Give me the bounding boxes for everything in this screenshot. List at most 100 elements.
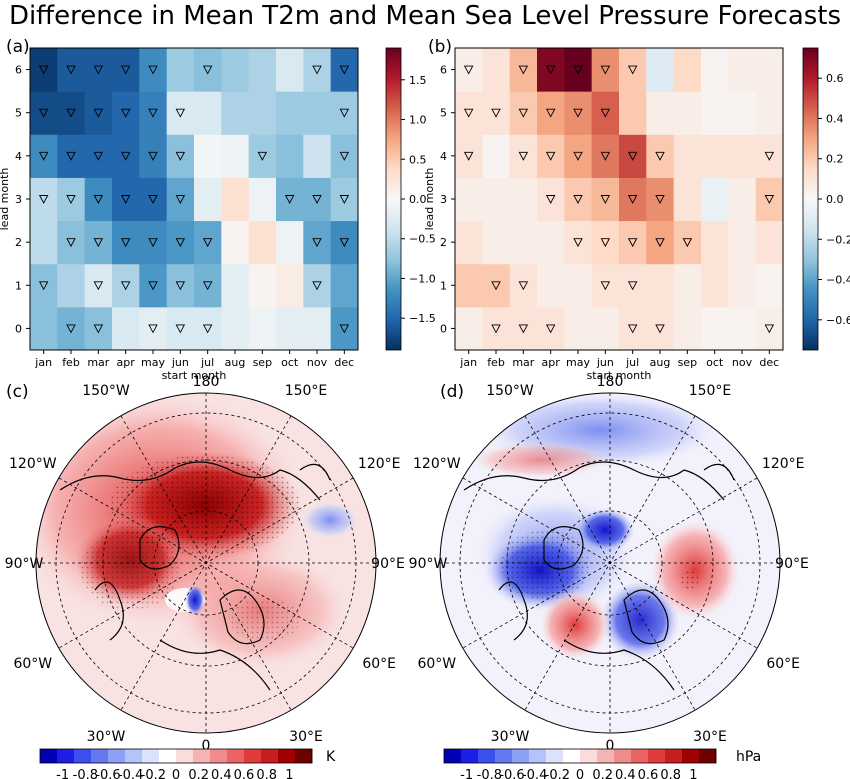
significance-marker	[175, 238, 186, 248]
x-tick-label: mar	[512, 356, 534, 369]
heatmap-cell	[330, 91, 359, 135]
x-tick-label: jun	[596, 356, 614, 369]
x-tick-label: jun	[171, 356, 189, 369]
colorbar-tick-label: 0.6	[638, 768, 659, 779]
significance-marker	[93, 281, 104, 291]
heatmap-cell	[619, 91, 647, 135]
x-tick-label: jan	[459, 356, 477, 369]
colorbar-segment	[665, 749, 683, 763]
significance-marker	[312, 195, 322, 204]
significance-marker	[518, 151, 529, 161]
heatmap-cell	[276, 91, 304, 135]
heatmap-cell	[112, 306, 140, 351]
figure-title: Difference in Mean T2m and Mean Sea Leve…	[9, 1, 841, 31]
significance-marker	[339, 195, 350, 204]
heatmap-cell	[166, 177, 195, 222]
x-tick-label: jul	[625, 356, 639, 369]
heatmap-cell	[755, 48, 784, 92]
colorbar-c: -1 -0.8-0.6-0.4-0.2 0 0.2 0.4 0.6 0.8 1 K	[39, 748, 336, 779]
significance-marker	[518, 324, 529, 334]
x-tick-label: oct	[281, 356, 299, 369]
significance-marker	[202, 281, 213, 291]
heatmap-cell	[755, 134, 784, 178]
significance-marker	[148, 238, 158, 248]
significance-marker	[655, 151, 665, 161]
heatmap-cell	[455, 263, 483, 308]
longitude-label: 150°W	[486, 383, 534, 399]
heatmap-cell	[646, 220, 675, 265]
significance-marker	[175, 195, 186, 204]
significance-marker	[573, 108, 583, 118]
heatmap-cell	[701, 220, 729, 265]
heatmap-cell	[84, 177, 113, 222]
heatmap-cell	[728, 177, 757, 222]
colorbar-tick-label: 0.0	[409, 193, 427, 206]
heatmap-cell	[84, 48, 113, 92]
significance-marker	[312, 281, 322, 291]
heatmap-cell	[139, 306, 168, 351]
significance-marker	[312, 238, 322, 248]
longitude-label: 60°E	[766, 656, 800, 672]
heatmap-cell	[591, 306, 620, 351]
heatmap-cell	[248, 306, 277, 351]
y-tick-label: 6	[15, 64, 22, 77]
panel-b-label: (b)	[428, 37, 452, 57]
colorbar-segment	[631, 749, 649, 763]
heatmap-cell	[591, 220, 620, 265]
x-tick-label: jul	[200, 356, 214, 369]
heatmap-cell	[248, 91, 277, 135]
heatmap-cell	[330, 220, 359, 265]
significance-marker	[120, 108, 131, 118]
significance-marker	[93, 195, 104, 204]
heatmap-cell	[564, 177, 593, 222]
x-tick-label: feb	[62, 356, 80, 369]
heatmap-cell	[646, 134, 675, 178]
heatmap-cell	[276, 263, 304, 308]
significance-marker	[93, 324, 104, 334]
map-d-high-atlantic	[540, 590, 610, 660]
heatmap-cell	[84, 306, 113, 351]
x-tick-label: jan	[34, 356, 52, 369]
significance-marker	[463, 65, 474, 75]
colorbar-segment	[244, 749, 262, 763]
significance-marker	[257, 151, 268, 161]
heatmap-cell	[701, 306, 729, 351]
colorbar-segment	[648, 749, 666, 763]
heatmap-cell	[112, 177, 140, 222]
heatmap-cell	[482, 48, 511, 92]
heatmap-cell	[166, 91, 195, 135]
heatmap-cell	[728, 220, 757, 265]
longitude-label: 180	[597, 374, 624, 390]
heatmap-cell	[248, 48, 277, 92]
significance-marker	[339, 151, 350, 161]
x-tick-label: apr	[542, 356, 561, 369]
colorbar-tick-label: −1.5	[409, 312, 436, 325]
heatmap-cell	[728, 48, 757, 92]
heatmap-cell	[619, 306, 647, 351]
longitude-label: 90°E	[775, 556, 809, 572]
x-tick-label: dec	[334, 356, 354, 369]
map-d-border	[439, 392, 781, 734]
heatmap-cell	[112, 220, 140, 265]
heatmap-cell	[646, 306, 675, 351]
significance-marker	[764, 195, 775, 204]
heatmap-cell	[728, 91, 757, 135]
significance-marker	[339, 108, 350, 118]
significance-marker	[627, 65, 638, 75]
longitude-label: 30°W	[491, 729, 530, 745]
heatmap-cell	[84, 220, 113, 265]
heatmap-cell	[221, 220, 250, 265]
colorbar-tick-label: 0.2	[188, 768, 209, 779]
colorbar-segment	[512, 749, 530, 763]
significance-marker	[93, 151, 104, 161]
colorbar-segment	[159, 749, 177, 763]
colorbar-segment	[227, 749, 245, 763]
heatmap-cell	[139, 91, 168, 135]
heatmap-cell	[591, 48, 620, 92]
significance-marker	[655, 238, 665, 248]
heatmap-cell	[646, 263, 675, 308]
significance-marker	[175, 151, 186, 161]
heatmap-cell	[57, 220, 86, 265]
colorbar-tick-label: 1	[285, 768, 293, 779]
heatmap-cell	[30, 48, 58, 92]
